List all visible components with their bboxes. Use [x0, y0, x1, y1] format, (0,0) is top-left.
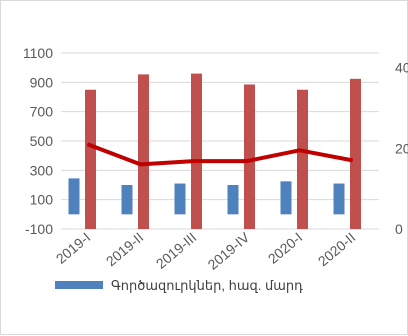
left-tick-label: 100	[30, 192, 54, 208]
left-axis-ticks: 1100 900 700 500 300 100 -100	[23, 45, 53, 237]
bar-red	[350, 78, 361, 229]
line-point	[193, 160, 194, 162]
bar-blue	[227, 185, 239, 215]
x-tick-label: 2020-II	[315, 229, 359, 269]
x-tick-label: 2019-III	[153, 229, 200, 272]
bar-blue	[68, 178, 80, 215]
line-path	[86, 142, 353, 167]
legend: Գործազուրկներ, հազ. մարդ	[55, 278, 303, 293]
bar-red	[191, 73, 202, 229]
x-tick-label: 2019-I	[53, 229, 94, 267]
left-tick-label: 300	[30, 162, 54, 178]
line-series	[86, 142, 353, 167]
bar-blue	[333, 183, 345, 215]
bar-red	[297, 89, 308, 229]
x-tick-label: 2019-IV	[205, 229, 253, 273]
right-tick-label: 0	[395, 221, 403, 237]
bar-red	[85, 89, 96, 229]
left-tick-label: 900	[30, 74, 54, 90]
bar-blue	[121, 185, 133, 215]
line-point	[140, 163, 141, 165]
x-tick-label: 2019-II	[103, 229, 147, 269]
bar-red	[138, 74, 149, 229]
x-axis-ticks: 2019-I 2019-II 2019-III 2019-IV 2020-I 2020-I…	[53, 229, 359, 273]
legend-swatch	[55, 281, 103, 289]
right-tick-label: 20	[395, 140, 408, 156]
gridlines	[61, 52, 379, 230]
bar-blue	[280, 181, 292, 215]
right-axis-ticks: 40 20 0	[395, 60, 408, 237]
line-point	[352, 159, 353, 161]
line-point	[299, 149, 300, 151]
left-tick-label: -100	[25, 221, 53, 237]
line-point	[246, 160, 247, 162]
left-tick-label: 500	[30, 133, 54, 149]
right-tick-label: 40	[395, 60, 408, 76]
legend-label: Գործազուրկներ, հազ. մարդ	[111, 278, 303, 293]
bars	[68, 73, 361, 229]
bar-red	[244, 84, 255, 229]
line-point	[87, 143, 88, 145]
bar-blue	[174, 183, 186, 215]
left-tick-label: 700	[30, 104, 54, 120]
x-tick-label: 2020-I	[265, 229, 306, 267]
left-tick-label: 1100	[23, 45, 53, 61]
